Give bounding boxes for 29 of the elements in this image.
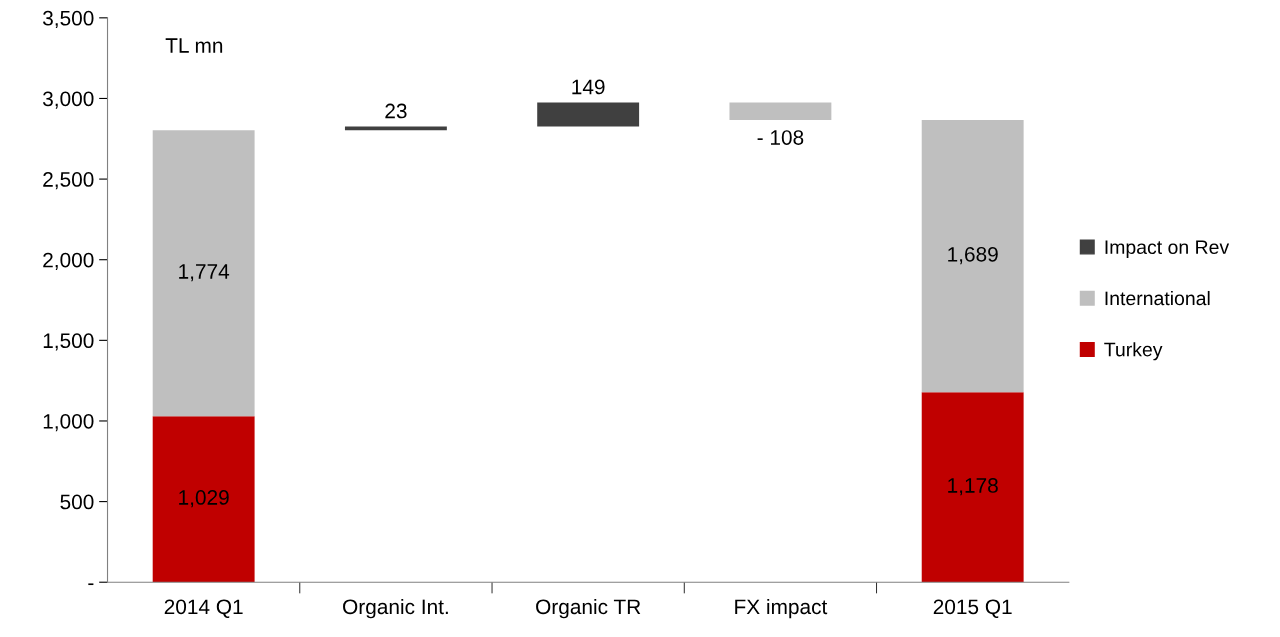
y-tick-label: 3,500 bbox=[42, 10, 94, 29]
x-tick-label: FX impact bbox=[735, 598, 828, 619]
y-tick-label: 500 bbox=[60, 494, 94, 510]
data-label: 1,029 bbox=[179, 490, 229, 508]
y-tick-label: - bbox=[88, 583, 94, 586]
data-label: 1,774 bbox=[179, 264, 230, 282]
y-tick-label: 2,500 bbox=[43, 172, 94, 190]
legend-label: Impact on Rev bbox=[1105, 240, 1230, 258]
legend-label: Turkey bbox=[1104, 342, 1163, 361]
x-tick-label: Organic Int. bbox=[343, 598, 448, 619]
y-tick-label: 2,000 bbox=[43, 252, 94, 270]
annotation: TL mn bbox=[165, 38, 223, 53]
y-tick-label: 1,500 bbox=[43, 333, 94, 351]
x-tick-label: Organic TR bbox=[536, 598, 641, 619]
x-tick-label: 2015 Q1 bbox=[933, 599, 1012, 618]
bar bbox=[921, 119, 1024, 393]
data-label: - 108 bbox=[757, 130, 804, 145]
data-label: 1,178 bbox=[948, 478, 998, 496]
data-label: 23 bbox=[385, 103, 407, 119]
legend-label: International bbox=[1105, 290, 1210, 306]
bar bbox=[152, 130, 255, 417]
bar bbox=[537, 102, 640, 127]
y-tick-label: 1,000 bbox=[43, 413, 94, 432]
y-tick-label: 3,000 bbox=[42, 91, 94, 109]
data-label: 1,689 bbox=[948, 246, 998, 265]
data-label: 149 bbox=[572, 79, 605, 95]
x-tick-label: 2014 Q1 bbox=[164, 599, 243, 618]
bar bbox=[921, 392, 1024, 583]
bar bbox=[152, 416, 255, 583]
